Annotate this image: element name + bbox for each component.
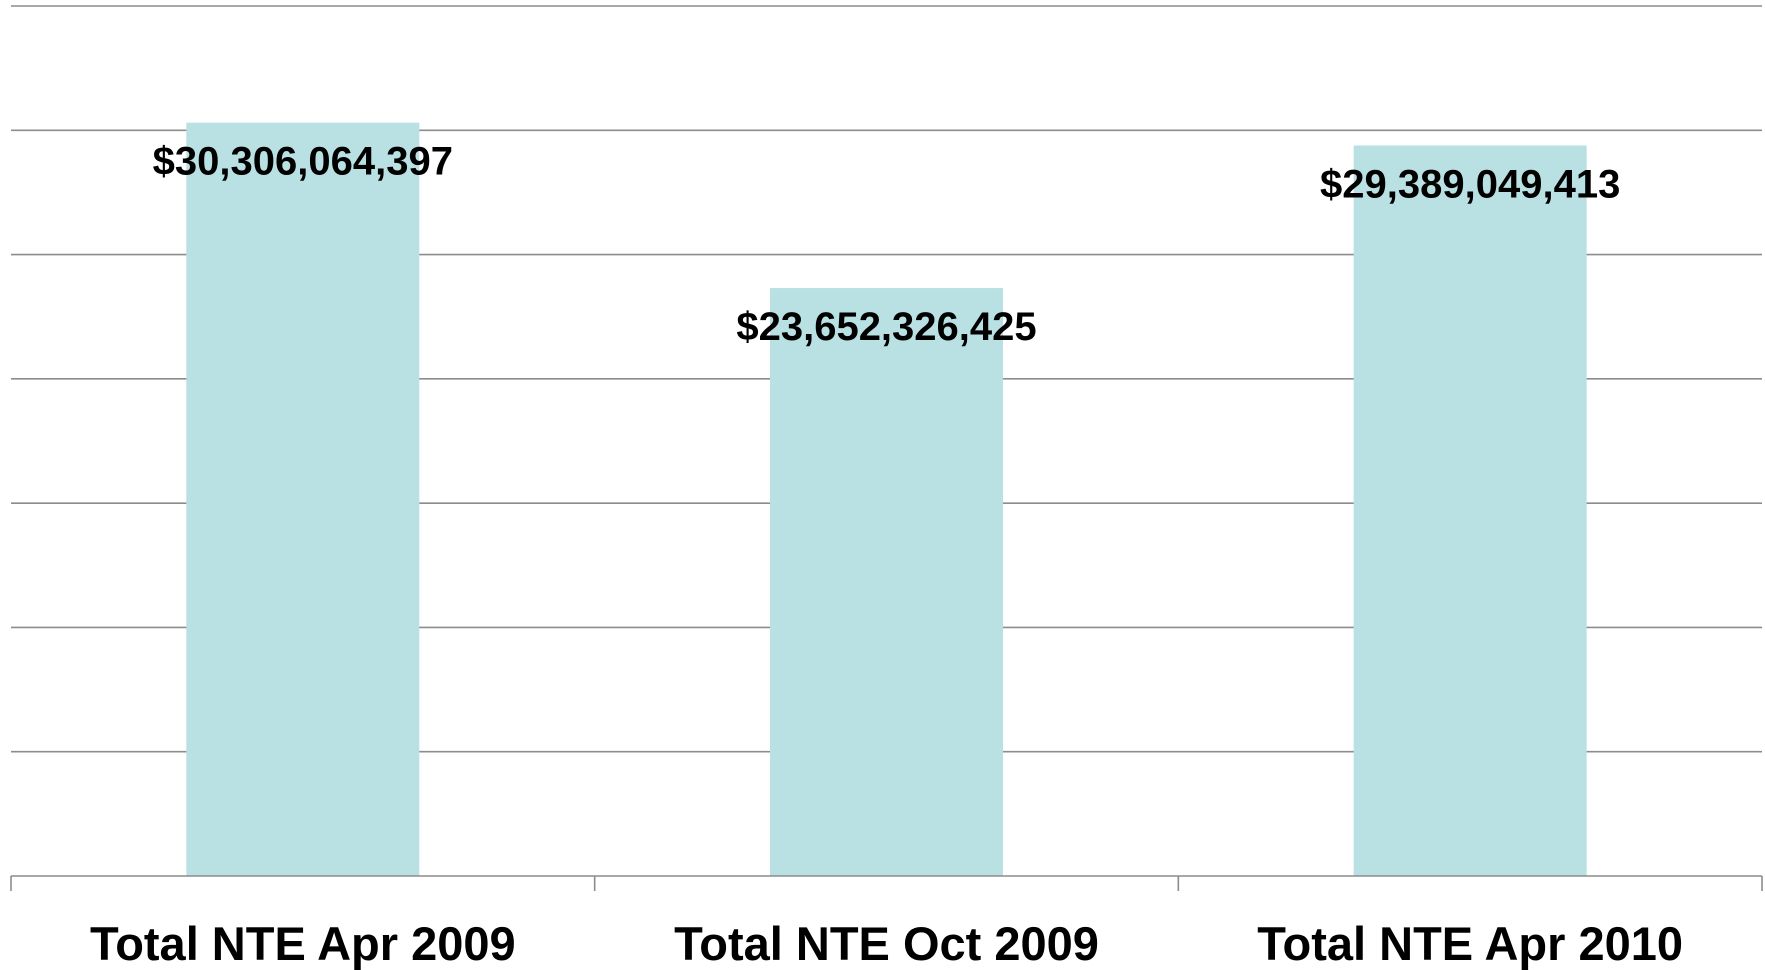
bars (186, 122, 1587, 877)
x-axis (10, 875, 1763, 891)
data-label: $29,389,049,413 (1320, 162, 1620, 206)
data-labels: $30,306,064,397 $23,652,326,425 $29,389,04… (153, 140, 1621, 349)
bar (1353, 145, 1587, 877)
bar (186, 122, 420, 876)
category-label: Total NTE Apr 2009 (90, 917, 516, 970)
data-label: $30,306,064,397 (153, 140, 453, 184)
category-label: Total NTE Apr 2010 (1257, 917, 1683, 970)
data-label: $23,652,326,425 (736, 305, 1036, 349)
category-labels: Total NTE Apr 2009 Total NTE Oct 2009 Tota… (90, 917, 1683, 970)
category-label: Total NTE Oct 2009 (674, 917, 1099, 970)
bar (770, 288, 1003, 876)
